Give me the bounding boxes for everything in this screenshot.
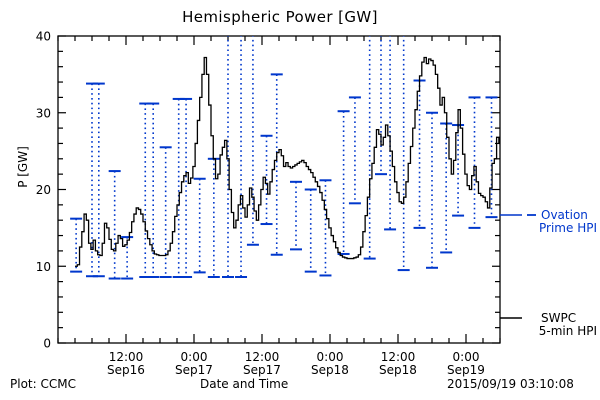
- ovation-error-bar: [426, 111, 438, 269]
- ovation-error-bar: [270, 73, 283, 256]
- swpc-hpi-line: [75, 56, 500, 267]
- ovation-error-bar: [222, 36, 234, 278]
- ovation-error-bar: [384, 36, 397, 231]
- ovation-error-bar: [180, 97, 193, 278]
- ovation-error-bar: [319, 179, 332, 277]
- ovation-error-bar: [139, 102, 152, 278]
- x-axis-label: Date and Time: [200, 377, 289, 391]
- legend-ovation-prime-hpi-line2: Prime HPI: [539, 221, 597, 235]
- ovation-error-bar: [290, 180, 302, 251]
- ovation-error-bar: [235, 36, 248, 278]
- plot-timestamp: 2015/09/19 03:10:08: [447, 377, 574, 391]
- ovation-error-bar: [121, 236, 134, 280]
- ovation-error-bar: [172, 97, 185, 278]
- ovation-error-bar: [413, 79, 426, 229]
- ovation-error-bar: [397, 36, 410, 272]
- ovation-error-bar: [86, 82, 98, 278]
- axis-layer: [57, 35, 501, 344]
- legend-swpc-5min-hpi-line2: 5-min HPI: [539, 324, 597, 338]
- ovation-error-bar: [108, 170, 121, 280]
- ovation-error-bar: [485, 96, 498, 219]
- ovation-error-bar: [246, 36, 259, 246]
- ovation-error-bar: [363, 36, 376, 260]
- ovation-error-bar: [348, 96, 361, 205]
- ovation-error-bar: [92, 82, 105, 278]
- ovation-error-bar: [260, 134, 273, 226]
- ovation-error-bar: [147, 102, 160, 278]
- plot-credit: Plot: CCMC: [10, 377, 76, 391]
- ovation-error-bar: [468, 96, 481, 229]
- ovation-error-bar: [70, 217, 83, 273]
- ovation-error-bar: [337, 110, 350, 255]
- ovation-error-bar: [304, 188, 317, 273]
- ovation-error-bar: [193, 177, 206, 274]
- legend-swpc-5min-hpi-line1: SWPC: [541, 311, 576, 325]
- ovation-error-bar: [375, 36, 387, 176]
- legend-ovation-prime-hpi-line1: Ovation: [541, 208, 588, 222]
- page-title: Hemispheric Power [GW]: [182, 8, 378, 26]
- data-layer: [70, 36, 500, 280]
- ovation-error-bar: [440, 122, 453, 254]
- ovation-error-bar: [159, 146, 172, 278]
- plot-frame: [57, 35, 501, 344]
